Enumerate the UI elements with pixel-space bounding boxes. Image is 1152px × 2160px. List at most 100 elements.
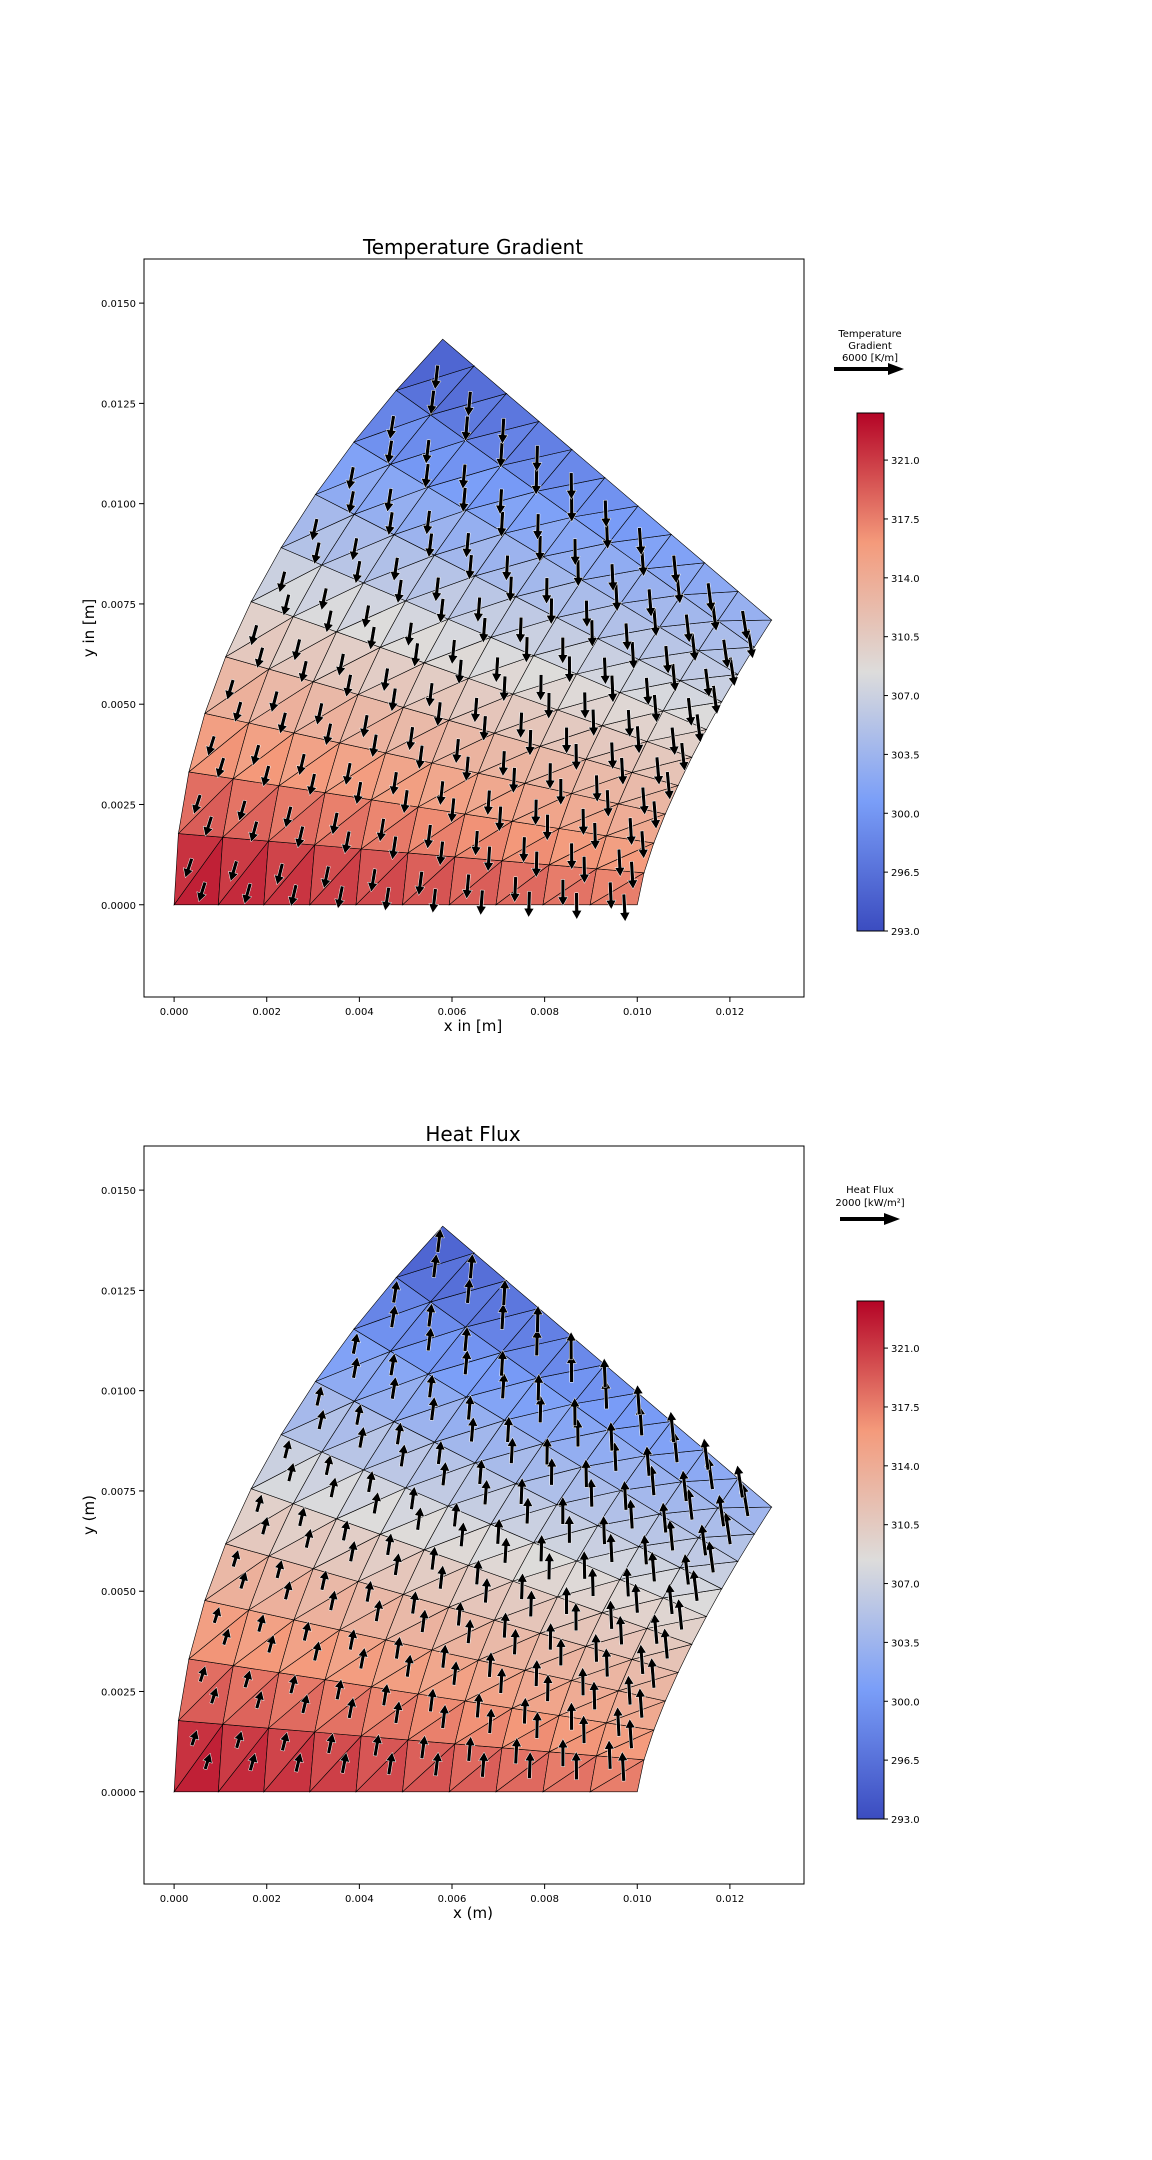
quiver-arrow (430, 364, 442, 390)
quiver-arrow (621, 1566, 633, 1598)
quiver-arrow (341, 830, 352, 855)
quiver-arrow (674, 1598, 685, 1631)
quiver-arrow (480, 1478, 492, 1506)
quiver-arrow (733, 1464, 745, 1499)
quiver-arrow (350, 1356, 361, 1379)
quiver-arrow (384, 439, 395, 465)
mesh (173, 338, 773, 906)
quiver-arrow (339, 1751, 350, 1774)
quiver-arrow (266, 1633, 277, 1654)
quiver-arrow (491, 656, 503, 684)
quiver-arrow (619, 1480, 631, 1511)
quiver-key: Heat Flux 2000 [kW/m²] (835, 1185, 905, 1225)
quiver-arrow (394, 1421, 405, 1446)
quiver-arrow (276, 570, 287, 594)
quiver-arrow (611, 583, 623, 612)
y-tick-label: 0.0025 (101, 800, 136, 811)
quiver-arrow (368, 733, 380, 758)
colorbar-tick-label: 307.0 (891, 1580, 920, 1591)
quiver-arrow (561, 1585, 572, 1615)
quiver-arrow (662, 645, 673, 675)
quiver-arrow (371, 1733, 383, 1757)
quiver-arrow (650, 608, 661, 637)
quiver-arrow (637, 548, 649, 577)
quiver-arrow (646, 1657, 658, 1689)
quiver-arrow (274, 862, 285, 886)
quiver-arrow (426, 389, 438, 416)
quiver-arrow (699, 1437, 711, 1471)
y-tick-label: 0.0000 (101, 1788, 136, 1799)
quiver-arrow (439, 1643, 450, 1669)
y-tick-label: 0.0075 (101, 1487, 136, 1498)
quiver-arrow (689, 1569, 700, 1602)
quiver-arrow (607, 563, 619, 592)
quiver-arrow (356, 1426, 368, 1449)
quiver-arrow (670, 554, 682, 585)
quiver-arrow (281, 1439, 293, 1460)
quiver-arrow (571, 892, 583, 920)
quiver-arrow (424, 1326, 436, 1352)
quiver-arrow (410, 642, 422, 668)
quiver-arrow (380, 667, 391, 693)
quiver-arrow (524, 1751, 536, 1779)
quiver-arrow (424, 532, 436, 558)
quiver-arrow (650, 694, 662, 724)
quiver-arrow (633, 725, 645, 755)
y-tick-label: 0.0025 (101, 1687, 136, 1698)
quiver-arrows (188, 1227, 750, 1782)
quiver-arrow (325, 1732, 337, 1754)
quiver-arrow (424, 682, 436, 708)
quiver-arrow (293, 1752, 304, 1773)
quiver-arrow (296, 753, 307, 776)
quiver-arrow (569, 1397, 581, 1427)
quiver-arrow (500, 1536, 512, 1564)
colorbar-ticks: 293.0 296.5 300.0 303.5 307.0 310.5 314.0 317.5… (884, 1344, 920, 1826)
quiver-arrow (617, 1751, 629, 1782)
quiver-arrow (542, 1673, 554, 1702)
quiver-arrow (328, 1476, 339, 1499)
quiver-arrow (659, 1627, 671, 1660)
quiver-arrow (183, 857, 194, 879)
quiver-arrow (497, 1303, 509, 1330)
quiver-arrow (705, 582, 716, 613)
quiver-arrow (534, 535, 546, 563)
quiver-arrow (496, 1349, 508, 1377)
quiver-arrow (346, 1696, 357, 1719)
quiver-arrow (543, 692, 555, 720)
colorbar-tick-label: 321.0 (891, 1344, 920, 1355)
quiver-arrow (250, 744, 261, 766)
quiver-arrow (447, 639, 459, 665)
quiver-arrow (531, 1711, 543, 1739)
quiver-arrow (334, 1678, 345, 1701)
quiver-arrow (353, 1403, 365, 1426)
quiver-arrow (599, 657, 611, 686)
quiver-arrow (612, 1706, 624, 1737)
quiver-arrow (621, 622, 633, 652)
quiver-arrow (422, 510, 434, 536)
quiver-arrow (523, 891, 535, 918)
quiver-arrow (405, 726, 417, 752)
quiver-arrow (680, 1553, 692, 1586)
quiver-arrow (525, 1589, 537, 1618)
quiver-arrow (587, 1567, 599, 1597)
quiver-arrow (436, 1564, 448, 1590)
quiver-arrow (505, 576, 516, 603)
y-axis: 0.0000 0.0025 0.0050 0.0075 0.0100 0.0125 0.01… (101, 299, 144, 912)
quiver-arrow (460, 415, 472, 442)
colorbar-gradient (856, 1300, 885, 1820)
quiver-arrow (625, 1498, 637, 1530)
quiver-arrow (357, 1647, 369, 1670)
quiver-arrow (431, 1751, 443, 1777)
quiver-arrow (565, 1331, 577, 1361)
quiver-arrow (588, 1680, 600, 1710)
colorbar-tick-label: 303.5 (891, 1638, 920, 1649)
quiver-arrow (334, 885, 345, 910)
quiver-arrow (433, 701, 444, 727)
y-axis-label: y (m) (80, 1495, 98, 1535)
quiver-arrow (352, 781, 364, 806)
quiver-arrow (393, 579, 405, 604)
quiver-arrow (501, 554, 513, 582)
quiver-arrow (228, 860, 239, 882)
quiver-arrow (591, 774, 603, 803)
quiver-arrow (298, 660, 309, 683)
